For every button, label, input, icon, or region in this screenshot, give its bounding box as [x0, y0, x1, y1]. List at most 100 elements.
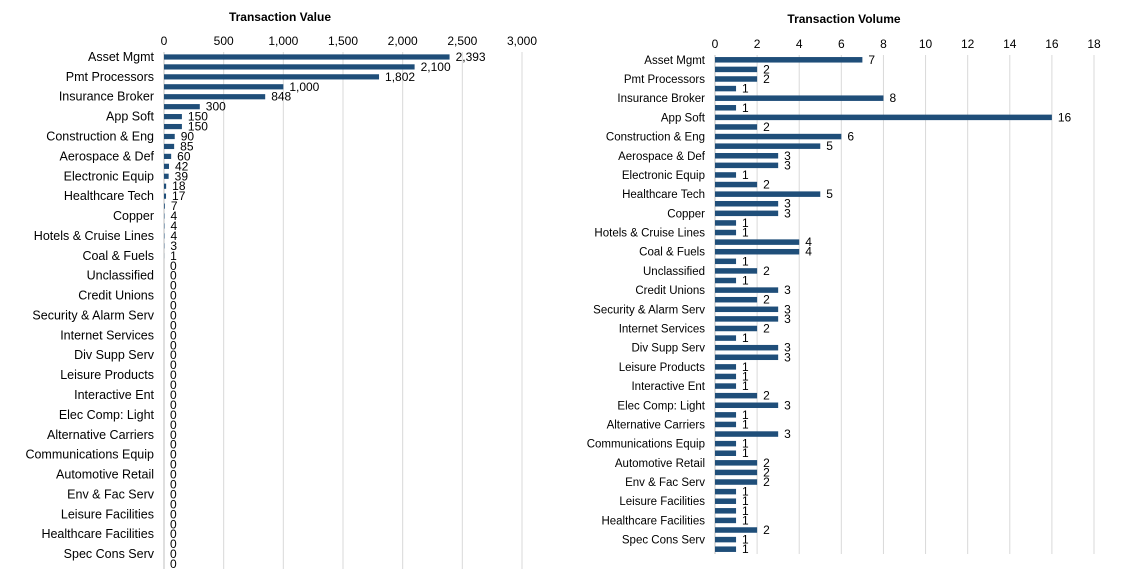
category-label: Asset Mgmt — [88, 50, 155, 64]
bar-value-label: 0 — [170, 418, 177, 432]
bar-value-label: 1 — [170, 249, 177, 263]
bar-value-label: 90 — [181, 130, 195, 144]
bar — [715, 191, 821, 197]
bar — [715, 431, 779, 437]
bar-value-label: 1 — [742, 226, 749, 240]
category-label: Electronic Equip — [64, 169, 154, 183]
bar-value-label: 1 — [742, 408, 749, 422]
bar-value-label: 0 — [170, 557, 177, 571]
category-label: Construction & Eng — [606, 132, 705, 144]
bar — [715, 527, 758, 533]
transaction-volume-chart: Transaction Volume 0 2 4 6 8 10 12 14 16 18722181… — [587, 12, 1101, 556]
bar-value-label: 0 — [170, 279, 177, 293]
bar — [715, 210, 779, 217]
bar-value-label: 2 — [763, 72, 770, 86]
bar-value-label: 5 — [826, 139, 833, 153]
category-label: Aerospace & Def — [618, 151, 706, 163]
bar-value-label: 0 — [170, 408, 177, 422]
bar-value-label: 0 — [170, 527, 177, 541]
bar — [715, 450, 737, 456]
category-label: App Soft — [661, 112, 706, 124]
bar — [715, 488, 737, 495]
bar-value-label: 0 — [170, 308, 177, 322]
bar-value-label: 1 — [742, 168, 749, 182]
bar — [715, 354, 779, 361]
bar-value-label: 0 — [170, 438, 177, 452]
bar — [164, 74, 380, 80]
bar — [715, 143, 821, 149]
bar — [164, 104, 200, 110]
category-label: Internet Services — [619, 323, 706, 335]
x-tick-label: 2,000 — [388, 34, 418, 48]
bar-value-label: 3 — [784, 427, 791, 441]
bar — [715, 383, 737, 389]
category-label: Alternative Carriers — [607, 419, 706, 431]
bar — [715, 364, 737, 370]
category-label: Copper — [667, 208, 705, 220]
bar-value-label: 85 — [180, 139, 194, 153]
bar-value-label: 2,100 — [421, 60, 451, 74]
bar-value-label: 1,802 — [385, 70, 415, 84]
bar-value-label: 2 — [763, 456, 770, 470]
bar-value-label: 1,000 — [289, 80, 319, 94]
bar-value-label: 0 — [170, 517, 177, 531]
bar — [715, 220, 737, 226]
bar — [164, 123, 182, 130]
bar-value-label: 0 — [170, 338, 177, 352]
bar — [715, 440, 737, 447]
bar — [715, 296, 758, 303]
category-label: Env & Fac Serv — [67, 487, 155, 501]
bar — [164, 133, 175, 140]
category-label: Credit Unions — [635, 285, 705, 297]
bar-value-label: 1 — [742, 360, 749, 374]
category-label: Healthcare Tech — [64, 189, 154, 203]
bar — [164, 54, 450, 60]
bar-value-label: 2 — [763, 389, 770, 403]
category-label: Spec Cons Serv — [622, 535, 705, 547]
bar — [164, 183, 167, 189]
x-tick-label: 4 — [796, 37, 803, 51]
bar-value-label: 4 — [805, 235, 812, 249]
bar — [715, 536, 737, 543]
bar-value-label: 1 — [742, 82, 749, 96]
bar — [715, 460, 758, 466]
bar — [164, 143, 175, 150]
category-label: Leisure Facilities — [619, 496, 705, 508]
bar-value-label: 0 — [170, 289, 177, 303]
x-tick-label: 1,000 — [268, 34, 298, 48]
bar — [715, 153, 779, 159]
bar-value-label: 0 — [170, 507, 177, 521]
category-label: Construction & Eng — [46, 130, 154, 144]
bar — [715, 258, 737, 265]
bar-value-label: 5 — [826, 187, 833, 201]
bar-value-label: 1 — [742, 331, 749, 345]
bar — [715, 335, 737, 341]
bar — [715, 316, 779, 322]
bar-value-label: 0 — [170, 299, 177, 313]
bar-value-label: 1 — [742, 504, 749, 518]
bar-value-label: 2,393 — [456, 50, 486, 64]
bar-value-label: 0 — [170, 388, 177, 402]
bar-value-label: 8 — [889, 91, 896, 105]
bar-value-label: 18 — [172, 179, 186, 193]
x-tick-label: 6 — [838, 37, 845, 51]
bar-value-label: 0 — [170, 358, 177, 372]
x-tick-label: 0 — [712, 37, 719, 51]
bar-value-label: 300 — [206, 100, 226, 114]
category-label: Alternative Carriers — [47, 428, 154, 442]
bar — [715, 412, 737, 418]
bar-value-label: 3 — [784, 398, 791, 412]
transaction-volume-title: Transaction Volume — [787, 12, 900, 26]
bar-value-label: 17 — [172, 189, 186, 203]
x-tick-label: 0 — [161, 34, 168, 48]
bar — [715, 268, 758, 274]
bar-value-label: 1 — [742, 485, 749, 499]
bar — [715, 277, 737, 284]
bar-value-label: 2 — [763, 120, 770, 134]
bar — [715, 133, 842, 140]
category-label: Electronic Equip — [622, 170, 705, 182]
bar — [715, 325, 758, 332]
bar — [715, 402, 779, 409]
bar-value-label: 2 — [763, 523, 770, 537]
